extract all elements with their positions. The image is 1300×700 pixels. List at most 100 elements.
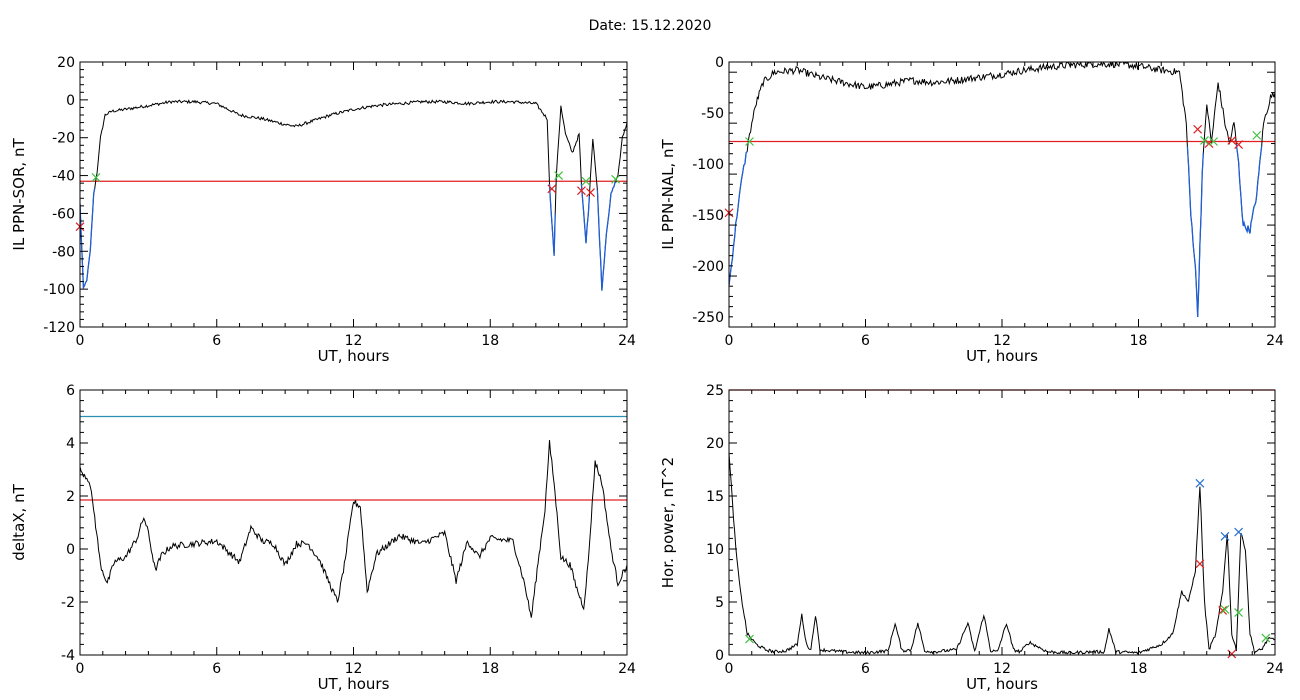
y-tick-label: 0 [66,93,75,109]
y-tick-label: -250 [692,310,724,326]
y-tick-label: 4 [66,436,75,452]
x-tick-label: 18 [1130,661,1148,677]
y-tick-label: 15 [706,489,724,505]
marker-green [554,171,564,180]
marker-green [745,137,754,146]
y-tick-label: -40 [52,169,75,185]
x-tick-label: 24 [1266,333,1284,349]
marker-green [1234,608,1244,618]
x-axis-label: UT, hours [318,675,390,693]
y-tick-label: 0 [715,648,724,664]
x-tick-label: 0 [76,333,85,349]
y-tick-label: -20 [52,131,75,147]
x-axis-label: UT, hours [966,347,1038,365]
x-tick-label: 6 [861,333,870,349]
page-title: Date: 15.12.2020 [588,18,712,34]
plot-p2: 0 6 12 18 24 0 -50 -100 -150 -200 -250 UT, hours IL … [659,55,1284,365]
y-axis-label: deltaX, nT [10,483,28,560]
x-tick-label: 0 [76,661,85,677]
plot-p3: 0 6 12 18 24 6 4 2 0 -2 -4 UT, hours deltaX, nT [10,383,636,693]
y-tick-label: -120 [43,320,75,336]
x-tick-label: 18 [481,333,499,349]
y-tick-label: -100 [43,282,75,298]
plot-frame [728,61,1276,328]
x-tick-label: 0 [725,333,734,349]
x-tick-label: 24 [618,333,636,349]
plot-p4: 0 6 12 18 24 25 20 15 10 5 0 UT, hours Hor. power, n… [659,383,1284,693]
highlight-segment [729,151,748,286]
x-tick-label: 6 [212,661,221,677]
y-tick-label: 6 [66,383,75,399]
y-tick-label: 25 [706,383,724,399]
highlight-segment [580,184,591,244]
x-tick-label: 24 [618,661,636,677]
plot-p1: 0 6 12 18 24 20 0 -20 -40 -60 -80 -100 -120 UT, hours… [10,55,636,365]
marker-red [1195,559,1205,569]
y-tick-label: -200 [692,259,724,275]
x-tick-label: 12 [345,661,363,677]
marker-green [91,173,101,182]
y-tick-label: -80 [52,244,75,260]
highlight-segment [1186,146,1204,318]
x-tick-label: 6 [861,661,870,677]
y-tick-label: -100 [692,157,724,173]
y-axis-label: Hor. power, nT^2 [659,457,677,588]
marker-blue [1195,478,1205,488]
marker-blue [1234,527,1244,537]
y-tick-label: -50 [701,106,724,122]
marker-green [1261,633,1271,643]
y-tick-label: -4 [61,648,75,664]
series-line [729,452,1275,655]
marker-red [1204,139,1214,148]
marker-green [581,176,591,186]
x-tick-label: 6 [212,333,221,349]
marker-red [1193,124,1203,134]
x-tick-label: 0 [725,661,734,677]
y-tick-label: -60 [52,206,75,222]
y-axis-label: IL PPN-NAL, nT [659,139,677,250]
y-tick-label: -150 [692,208,724,224]
series-line [729,62,1275,318]
x-tick-label: 12 [993,333,1011,349]
marker-red [586,188,595,198]
marker-green [745,634,754,644]
marker-green [1200,136,1209,145]
marker-red [1227,649,1237,659]
marker-red [1227,136,1237,145]
highlight-segment [548,183,556,256]
highlight-segment [80,187,96,290]
highlight-segment [1235,143,1263,234]
y-tick-label: 10 [706,542,724,558]
marker-green [1252,130,1262,140]
marker-green [611,174,621,184]
y-tick-label: -2 [61,595,75,611]
y-tick-label: 20 [57,55,75,71]
y-tick-label: 2 [66,489,75,505]
x-tick-label: 12 [993,661,1011,677]
x-tick-label: 12 [345,333,363,349]
y-tick-label: 5 [715,595,724,611]
x-tick-label: 18 [481,661,499,677]
x-tick-label: 24 [1266,661,1284,677]
y-tick-label: 0 [66,542,75,558]
y-axis-label: IL PPN-SOR, nT [10,138,28,251]
marker-green [1209,137,1218,146]
y-tick-label: 0 [715,55,724,71]
plot-frame [728,389,1276,656]
x-axis-label: UT, hours [318,347,390,365]
series-line [80,440,627,618]
plot-frame [79,61,628,328]
marker-red [576,186,586,196]
series-line [80,99,627,291]
x-axis-label: UT, hours [966,675,1038,693]
y-tick-label: 20 [706,436,724,452]
highlight-segment [596,181,617,291]
x-tick-label: 18 [1130,333,1148,349]
plot-frame [79,389,628,656]
marker-red [1218,606,1228,615]
marker-red [547,184,557,194]
marker-green [1220,604,1230,614]
marker-blue [1220,531,1230,541]
marker-red [1234,140,1244,149]
